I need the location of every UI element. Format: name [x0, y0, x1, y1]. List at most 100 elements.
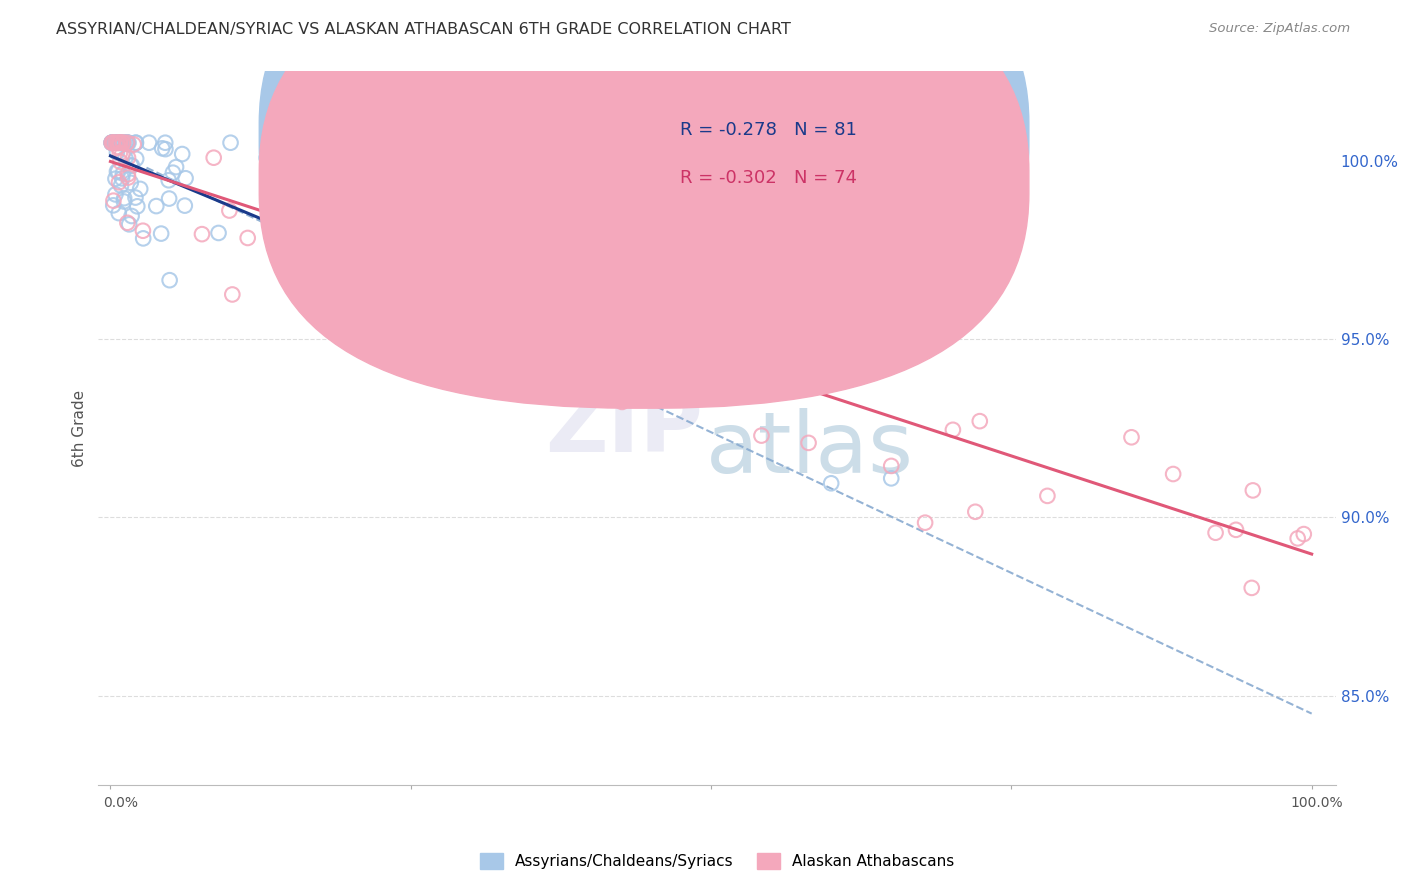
Point [510, 291, 533, 305]
Text: atlas: atlas [706, 408, 914, 491]
Point [118, 218, 141, 232]
Point [555, 336, 578, 351]
Point [111, 136, 134, 150]
Point [162, 166, 184, 180]
Point [103, 136, 125, 150]
Point [157, 173, 180, 187]
Point [138, 136, 160, 150]
Point [105, 164, 128, 178]
Point [157, 192, 180, 206]
Point [117, 136, 139, 150]
Point [121, 209, 143, 223]
Point [104, 136, 127, 150]
Point [115, 136, 138, 150]
Point [650, 382, 672, 396]
Point [125, 152, 148, 166]
Text: ASSYRIAN/CHALDEAN/SYRIAC VS ALASKAN ATHABASCAN 6TH GRADE CORRELATION CHART: ASSYRIAN/CHALDEAN/SYRIAC VS ALASKAN ATHA… [56, 22, 792, 37]
Point [100, 136, 122, 150]
Point [120, 158, 142, 172]
Point [108, 136, 131, 150]
Point [101, 136, 124, 150]
Point [797, 435, 820, 450]
Point [207, 226, 229, 240]
Point [115, 136, 138, 150]
Point [105, 145, 128, 160]
Point [484, 242, 506, 256]
Point [942, 423, 965, 437]
FancyBboxPatch shape [259, 0, 1029, 360]
Point [107, 206, 129, 220]
Point [105, 136, 128, 150]
Point [880, 471, 903, 485]
Point [107, 140, 129, 154]
Point [714, 254, 737, 268]
Point [117, 136, 139, 150]
Point [1205, 525, 1227, 540]
Point [645, 387, 668, 401]
Point [112, 194, 135, 209]
Point [101, 136, 124, 150]
Point [529, 309, 551, 323]
Point [110, 178, 132, 193]
Point [339, 296, 361, 310]
Point [172, 147, 194, 161]
Point [124, 191, 146, 205]
Point [256, 151, 278, 165]
Point [555, 263, 578, 277]
Point [236, 231, 259, 245]
Point [598, 286, 620, 301]
Point [150, 141, 173, 155]
Point [117, 151, 139, 165]
Point [614, 318, 637, 333]
Point [132, 231, 155, 245]
Point [132, 224, 155, 238]
Point [104, 136, 127, 150]
Point [159, 273, 181, 287]
Point [111, 136, 134, 150]
Text: 0.0%: 0.0% [103, 797, 138, 810]
Point [754, 340, 776, 354]
Point [150, 227, 173, 241]
Point [115, 136, 138, 150]
Point [105, 136, 128, 150]
Point [751, 367, 773, 381]
Point [108, 136, 131, 150]
Point [796, 336, 818, 351]
Point [218, 203, 240, 218]
Point [278, 198, 301, 212]
Text: R = -0.278   N = 81: R = -0.278 N = 81 [681, 121, 856, 139]
Text: ZIP: ZIP [546, 386, 703, 470]
FancyBboxPatch shape [612, 96, 959, 207]
Point [125, 136, 148, 150]
Point [174, 171, 197, 186]
Point [965, 505, 987, 519]
Point [111, 136, 134, 150]
Legend: Assyrians/Chaldeans/Syriacs, Alaskan Athabascans: Assyrians/Chaldeans/Syriacs, Alaskan Ath… [474, 847, 960, 875]
Point [114, 151, 136, 165]
Point [1121, 430, 1143, 444]
Point [114, 136, 136, 150]
Point [460, 251, 482, 265]
Point [103, 194, 125, 208]
Point [120, 176, 142, 190]
Point [165, 160, 187, 174]
Point [107, 136, 129, 150]
Point [219, 136, 242, 150]
Point [103, 136, 125, 150]
Point [103, 198, 125, 212]
Point [110, 136, 132, 150]
Point [115, 136, 138, 150]
Point [111, 171, 134, 186]
Point [104, 187, 127, 202]
Text: 100.0%: 100.0% [1291, 797, 1343, 810]
Point [125, 136, 148, 150]
Point [751, 428, 773, 442]
Point [103, 136, 125, 150]
Point [117, 216, 139, 230]
Text: Source: ZipAtlas.com: Source: ZipAtlas.com [1209, 22, 1350, 36]
Point [173, 199, 195, 213]
Point [110, 154, 132, 169]
Point [108, 146, 131, 161]
Point [367, 245, 389, 260]
Point [100, 136, 122, 150]
